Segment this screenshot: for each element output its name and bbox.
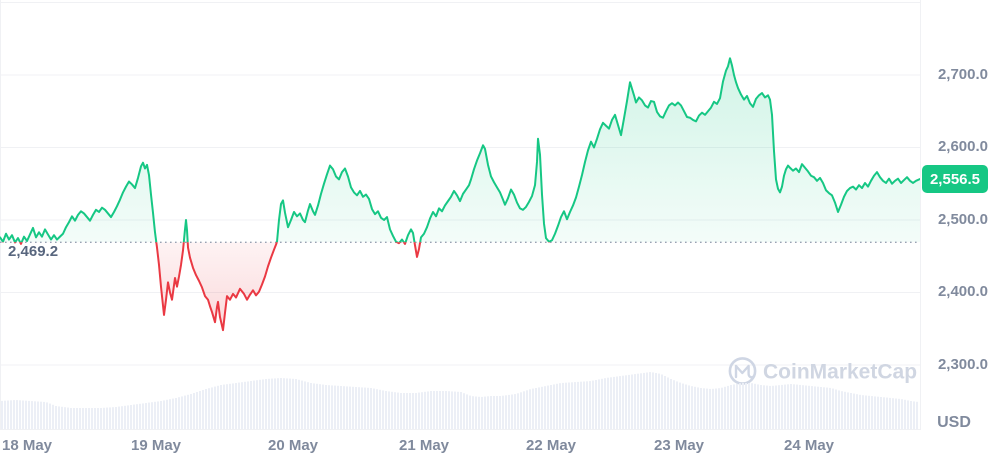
current-price-badge: 2,556.5 (922, 165, 988, 193)
y-axis-tick-label: 2,300.0 (937, 355, 988, 373)
coinmarketcap-watermark: CoinMarketCap (728, 357, 917, 385)
watermark-text: CoinMarketCap (763, 361, 917, 384)
volume-bars (1, 372, 918, 430)
baseline-price-label: 2,469.2 (8, 243, 59, 260)
y-axis-tick-label: 2,400.0 (937, 283, 988, 301)
chart-plot-area[interactable]: CoinMarketCap (0, 0, 995, 430)
x-axis-date-label: 24 May (783, 437, 835, 454)
price-area-up (0, 58, 920, 243)
price-line-down (2, 242, 551, 332)
x-axis-date-label: 19 May (130, 437, 182, 454)
x-axis-date-label: 21 May (398, 437, 450, 454)
y-axis-tick-label: 2,700.0 (937, 65, 988, 83)
price-line-up (0, 57, 920, 243)
y-axis-tick-label: 2,500.0 (937, 210, 988, 228)
currency-unit-label: USD (937, 414, 971, 431)
y-axis-tick-label: 2,600.0 (937, 138, 988, 156)
price-area-down (0, 242, 920, 331)
x-axis-date-label: 20 May (267, 437, 319, 454)
x-axis-date-label: 22 May (525, 437, 577, 454)
x-axis-date-label: 18 May (1, 437, 53, 454)
coinmarketcap-logo-m-icon (734, 364, 755, 379)
x-axis-date-label: 23 May (653, 437, 705, 454)
